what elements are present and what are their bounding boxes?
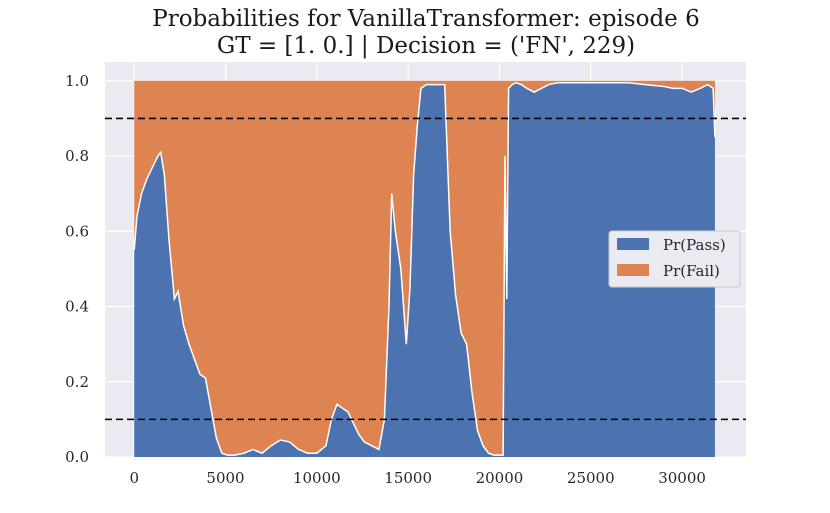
y-tick-label: 1.0: [65, 72, 89, 90]
y-tick-label: 0.0: [65, 448, 89, 466]
legend-swatch-pass: [617, 238, 649, 250]
x-tick-label: 20000: [476, 469, 524, 487]
x-tick-label: 25000: [567, 469, 615, 487]
y-tick-label: 0.8: [65, 147, 89, 165]
legend-label-pass: Pr(Pass): [663, 236, 726, 254]
x-tick-label: 5000: [206, 469, 244, 487]
y-tick-label: 0.4: [65, 298, 89, 316]
y-tick-label: 0.2: [65, 373, 89, 391]
legend: Pr(Pass) Pr(Fail): [608, 230, 741, 288]
chart-title-line1: Probabilities for VanillaTransformer: ep…: [152, 6, 699, 32]
x-tick-label: 0: [129, 469, 139, 487]
legend-swatch-fail: [617, 264, 649, 276]
area-boundary-line: [133, 81, 716, 456]
y-tick-label: 0.6: [65, 222, 89, 240]
x-tick-label: 15000: [384, 469, 432, 487]
x-tick-label: 10000: [293, 469, 341, 487]
stacked-areas: [133, 80, 716, 457]
area-pr-pass: [134, 82, 715, 457]
x-tick-label: 30000: [658, 469, 706, 487]
axis-ticks: 0 5000 10000 15000 20000 25000 30000 0.0 0.2 0.4 0…: [65, 72, 706, 487]
threshold-lines: [105, 117, 746, 421]
area-pr-fail: [134, 80, 715, 456]
legend-label-fail: Pr(Fail): [663, 262, 720, 280]
chart-title-line2: GT = [1. 0.] | Decision = ('FN', 229): [217, 33, 635, 59]
